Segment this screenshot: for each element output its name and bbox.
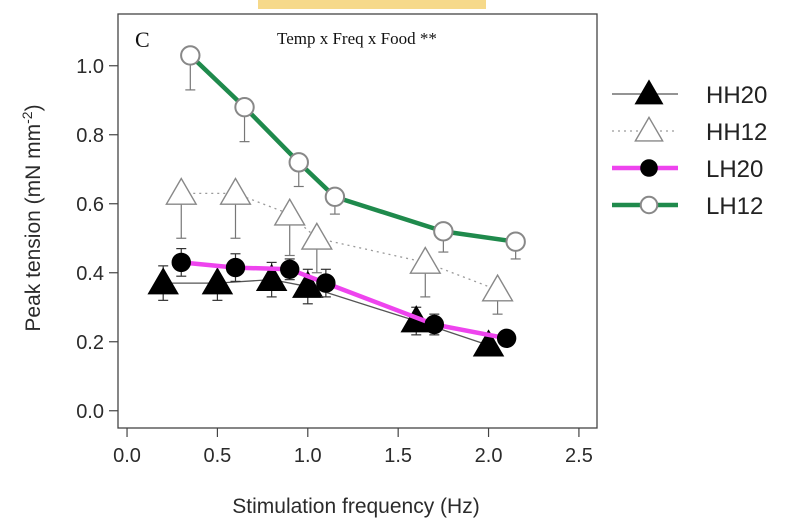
data-point [219, 177, 252, 205]
data-point [273, 197, 306, 226]
legend-label: HH12 [706, 119, 767, 146]
data-point [316, 273, 336, 293]
x-tick-label: 2.0 [475, 445, 503, 467]
y-axis-title-main: Peak tension (mN mm [22, 124, 45, 332]
axis-ticks: 0.0 0.5 1.0 1.5 2.0 2.5 0.0 0.2 0.4 0.6 0.8 1.0 [76, 56, 593, 467]
y-tick-label: 0.4 [76, 263, 104, 285]
legend-marker [634, 115, 664, 142]
legend-item-lh20: LH20 [612, 156, 763, 183]
legend-label: LH20 [706, 156, 763, 183]
data-point [505, 231, 526, 252]
data-point [409, 246, 442, 274]
legend-marker [640, 159, 658, 177]
series-lh12 [180, 45, 526, 260]
x-axis-title: Stimulation frequency (Hz) [232, 495, 479, 518]
data-point [180, 45, 201, 66]
legend-item-hh12: HH12 [612, 115, 767, 146]
data-point [481, 273, 514, 302]
legend: HH20 HH12 LH20 LH12 [612, 79, 767, 220]
data-point [472, 329, 505, 357]
y-tick-label: 0.8 [76, 125, 104, 147]
data-point [300, 221, 333, 250]
y-tick-label: 0.6 [76, 194, 104, 216]
data-point [292, 270, 324, 298]
legend-item-hh20: HH20 [612, 79, 767, 109]
plot-frame [117, 13, 598, 429]
y-axis-title: Peak tension (mN mm-2) [19, 104, 45, 331]
data-point [165, 177, 198, 205]
y-tick-label: 0.0 [76, 401, 104, 423]
y-axis-title-superscript: -2 [19, 111, 35, 124]
data-point [255, 263, 288, 291]
legend-marker [634, 79, 664, 105]
series-layer [147, 45, 526, 357]
x-tick-label: 1.0 [294, 445, 322, 467]
x-tick-label: 0.0 [113, 445, 141, 467]
y-axis-title-close: ) [22, 104, 45, 111]
x-tick-label: 1.5 [384, 445, 412, 467]
plot-border [117, 13, 598, 429]
data-point [288, 152, 309, 173]
significance-annotation: Temp x Freq x Food ** [277, 29, 437, 48]
series-line [188, 53, 516, 244]
data-point [433, 221, 454, 242]
y-tick-label: 0.2 [76, 332, 104, 354]
x-tick-label: 0.5 [204, 445, 232, 467]
data-point [280, 259, 300, 279]
x-tick-label: 2.5 [565, 445, 593, 467]
data-point [424, 314, 445, 335]
series-lh20 [171, 248, 517, 348]
legend-item-lh12: LH12 [612, 193, 763, 220]
data-point [171, 252, 191, 273]
legend-label: HH20 [706, 82, 767, 109]
header-highlight [258, 0, 486, 9]
data-point [201, 267, 234, 295]
data-point [234, 96, 255, 118]
data-point [147, 267, 179, 295]
data-point [225, 257, 246, 278]
legend-label: LH12 [706, 193, 763, 220]
legend-marker [639, 195, 659, 215]
y-tick-label: 1.0 [76, 56, 104, 78]
data-point [496, 328, 517, 348]
series-line [181, 192, 498, 291]
series-hh12 [165, 177, 514, 315]
data-point [324, 186, 346, 208]
panel-label: C [135, 27, 150, 52]
